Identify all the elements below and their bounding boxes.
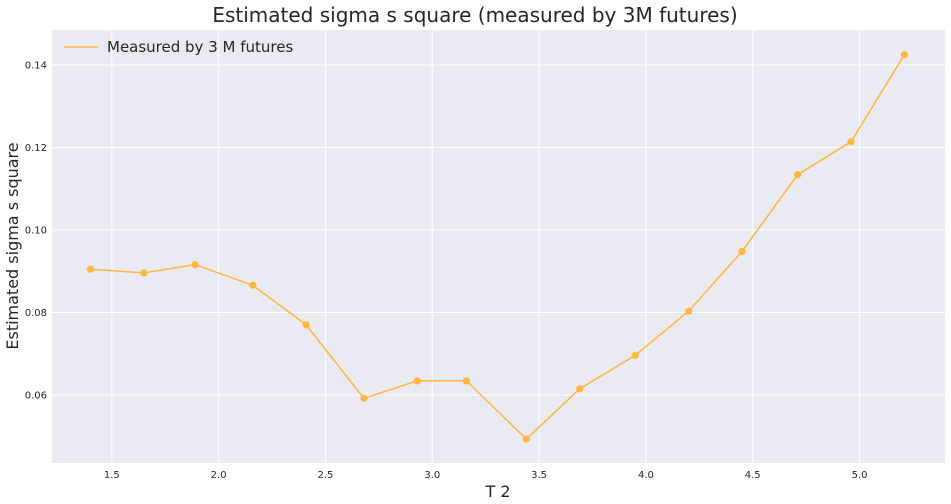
data-point bbox=[793, 171, 802, 179]
data-point bbox=[360, 394, 368, 402]
x-tick-label: 4.0 bbox=[638, 470, 654, 481]
y-tick-label: 0.14 bbox=[25, 61, 47, 72]
data-point bbox=[140, 269, 148, 277]
plot-area bbox=[52, 30, 945, 463]
x-tick-label: 4.5 bbox=[745, 470, 761, 481]
data-point bbox=[847, 138, 855, 146]
data-point bbox=[522, 435, 530, 443]
y-axis-ticks: 0.06 0.08 0.10 0.12 0.14 bbox=[25, 61, 47, 402]
data-point bbox=[302, 321, 310, 329]
legend-label: Measured by 3 M futures bbox=[107, 38, 293, 56]
y-tick-label: 0.06 bbox=[25, 390, 47, 401]
legend: Measured by 3 M futures bbox=[64, 38, 293, 56]
data-point bbox=[249, 281, 257, 289]
y-tick-label: 0.10 bbox=[25, 226, 47, 237]
y-tick-label: 0.08 bbox=[25, 308, 47, 319]
y-axis-label: Estimated sigma s square bbox=[3, 142, 22, 349]
x-tick-label: 2.5 bbox=[318, 470, 334, 481]
data-point bbox=[86, 265, 95, 273]
x-tick-label: 5.0 bbox=[852, 470, 868, 481]
series-line bbox=[90, 54, 906, 441]
data-point bbox=[685, 307, 693, 315]
x-axis-label: T 2 bbox=[484, 482, 510, 501]
series-markers bbox=[86, 51, 909, 443]
x-tick-label: 3.0 bbox=[424, 470, 440, 481]
data-point bbox=[631, 351, 639, 359]
data-point bbox=[413, 377, 421, 385]
chart-title: Estimated sigma s square (measured by 3M… bbox=[212, 3, 737, 27]
x-tick-label: 2.0 bbox=[211, 470, 227, 481]
data-point bbox=[191, 261, 199, 269]
x-tick-label: 1.5 bbox=[104, 470, 120, 481]
y-tick-label: 0.12 bbox=[25, 143, 47, 154]
data-point bbox=[462, 377, 471, 385]
data-point bbox=[576, 385, 584, 393]
grid-lines bbox=[52, 30, 945, 463]
x-axis-ticks: 1.5 2.0 2.5 3.0 3.5 4.0 4.5 5.0 bbox=[104, 470, 868, 481]
data-point bbox=[900, 51, 909, 59]
data-point bbox=[738, 247, 746, 256]
x-tick-label: 3.5 bbox=[531, 470, 547, 481]
